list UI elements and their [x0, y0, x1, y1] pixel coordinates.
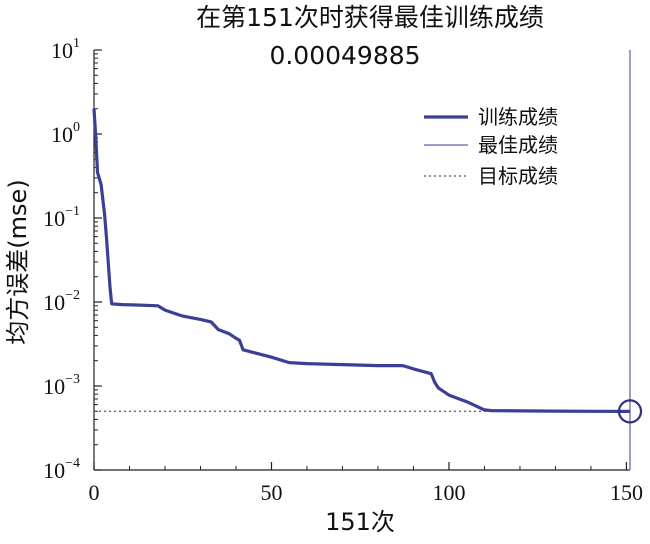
y-tick-label: 100: [51, 120, 80, 147]
legend: 训练成绩 最佳成绩 目标成绩: [424, 105, 558, 188]
x-axis-label: 151次: [325, 508, 395, 536]
y-tick-label: 10−2: [43, 288, 80, 315]
y-tick-labels: 101 100 10−1 10−2 10−3 10−4: [43, 36, 80, 483]
legend-label-best: 最佳成绩: [478, 133, 558, 157]
y-tick-label: 10−4: [43, 456, 80, 483]
x-tick-labels: 0 50 100 150: [89, 462, 643, 505]
best-point-marker: [617, 399, 643, 424]
legend-label-training: 训练成绩: [478, 105, 558, 129]
x-tick-label: 150: [610, 480, 643, 505]
x-tick-label: 100: [432, 480, 465, 505]
y-axis-label: 均方误差(mse): [4, 179, 32, 344]
legend-label-target: 目标成绩: [478, 164, 558, 188]
y-tick-label: 101: [51, 36, 80, 63]
x-tick-label: 50: [260, 480, 282, 505]
chart-subtitle: 0.00049885: [269, 41, 420, 70]
training-performance-line: [92, 108, 631, 413]
y-tick-label: 10−1: [43, 204, 80, 231]
chart-title: 在第151次时获得最佳训练成绩: [196, 3, 544, 32]
y-tick-label: 10−3: [43, 372, 80, 399]
x-tick-label: 0: [89, 480, 100, 505]
